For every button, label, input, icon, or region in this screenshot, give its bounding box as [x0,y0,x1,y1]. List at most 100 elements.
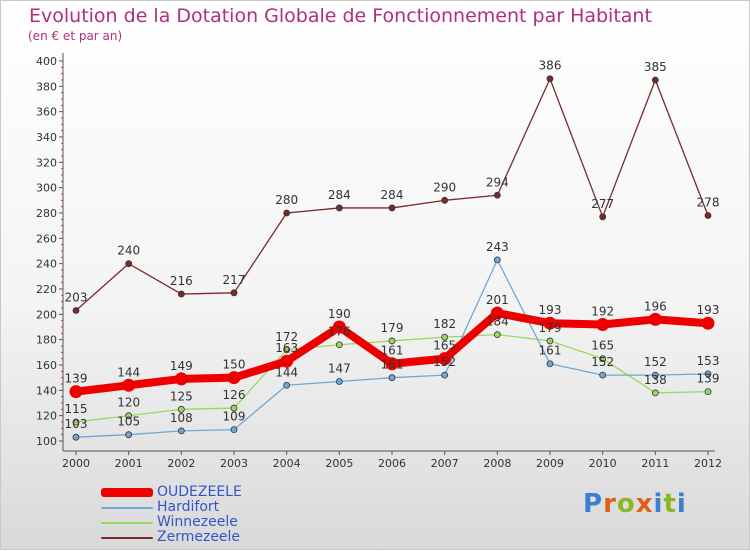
data-point-oudezeele [596,317,610,331]
data-point-oudezeele [701,316,715,330]
data-point-hardifort [72,433,80,441]
x-tick-label: 2002 [167,457,195,470]
y-tick-label: 320 [36,156,57,169]
data-label-oudezeele: 196 [644,299,667,313]
data-point-hardifort [704,370,712,378]
data-label-hardifort: 153 [697,354,720,368]
y-tick-label: 160 [36,359,57,372]
data-label-hardifort: 161 [539,344,562,358]
data-point-hardifort [125,431,133,439]
data-label-zermezeele: 216 [170,274,193,288]
y-tick-label: 100 [36,435,57,448]
x-tick-label: 2007 [431,457,459,470]
data-point-hardifort [493,256,501,264]
data-point-oudezeele [543,316,557,330]
data-label-winnezeele: 126 [223,388,246,402]
data-point-winnezeele [177,405,185,413]
data-label-zermezeele: 240 [117,244,140,258]
data-point-oudezeele [385,357,399,371]
chart-title: Evolution de la Dotation Globale de Fonc… [29,5,652,27]
x-tick-label: 2004 [273,457,301,470]
data-label-hardifort: 152 [644,355,667,369]
data-label-zermezeele: 385 [644,60,667,74]
data-label-hardifort: 152 [591,355,614,369]
x-tick-label: 2006 [378,457,406,470]
data-point-winnezeele [230,404,238,412]
y-tick-label: 120 [36,410,57,423]
data-label-zermezeele: 277 [591,197,614,211]
data-point-oudezeele [332,320,346,334]
data-label-winnezeele: 179 [539,321,562,335]
legend-swatch [101,488,153,497]
data-label-winnezeele: 176 [328,325,351,339]
data-label-zermezeele: 284 [328,188,351,202]
data-point-oudezeele [174,372,188,386]
data-label-oudezeele: 193 [539,303,562,317]
data-point-zermezeele [704,212,712,219]
data-label-oudezeele: 149 [170,359,193,373]
chart-subtitle: (en € et par an) [28,29,123,43]
y-tick-label: 360 [36,106,57,119]
data-label-oudezeele: 150 [223,358,246,372]
legend-swatch [101,537,153,539]
data-label-winnezeele: 115 [65,402,88,416]
x-tick-label: 2009 [536,457,564,470]
data-point-winnezeele [283,346,291,354]
legend-label: Zermezeele [157,529,241,545]
data-label-zermezeele: 203 [65,291,88,305]
data-point-winnezeele [599,355,607,363]
data-label-oudezeele: 193 [697,303,720,317]
data-label-winnezeele: 138 [644,373,667,387]
data-label-zermezeele: 280 [275,193,298,207]
data-label-oudezeele: 139 [65,372,88,386]
x-tick-label: 2012 [694,457,722,470]
data-label-winnezeele: 165 [591,339,614,353]
data-label-winnezeele: 184 [486,315,509,329]
data-label-hardifort: 161 [381,358,404,372]
data-point-hardifort [441,371,449,379]
data-label-oudezeele: 165 [433,339,456,353]
data-point-winnezeele [335,341,343,349]
data-label-zermezeele: 278 [697,196,720,210]
y-tick-label: 220 [36,283,57,296]
y-tick-label: 280 [36,207,57,220]
data-point-hardifort [546,360,554,368]
data-label-oudezeele: 190 [328,307,351,321]
data-point-zermezeele [599,213,607,221]
x-tick-label: 2011 [641,457,669,470]
y-tick-label: 380 [36,80,57,93]
data-label-hardifort: 144 [275,365,298,379]
x-tick-label: 2001 [115,457,143,470]
x-tick-label: 2000 [62,457,90,470]
data-point-hardifort [335,378,343,385]
data-point-oudezeele [69,385,83,399]
data-label-zermezeele: 386 [539,59,562,73]
data-label-oudezeele: 161 [381,344,404,358]
data-point-zermezeele [546,75,554,83]
y-tick-label: 240 [36,258,57,271]
data-label-hardifort: 147 [328,361,351,375]
y-tick-label: 180 [36,334,57,347]
y-tick-label: 260 [36,232,57,245]
y-tick-label: 400 [36,55,57,68]
data-point-oudezeele [122,378,136,392]
legend-swatch [101,507,153,509]
data-point-zermezeele [283,209,291,217]
legend-label: Winnezeele [157,514,238,530]
data-point-winnezeele [125,412,133,420]
data-label-winnezeele: 172 [275,330,298,344]
data-point-winnezeele [704,388,712,396]
data-label-zermezeele: 290 [433,180,456,194]
data-point-zermezeele [125,260,133,268]
data-label-winnezeele: 120 [117,396,140,410]
data-point-winnezeele [388,337,396,345]
data-label-winnezeele: 125 [170,389,193,403]
data-point-zermezeele [388,204,396,212]
data-point-zermezeele [177,290,185,298]
data-point-hardifort [388,374,396,382]
data-label-zermezeele: 294 [486,175,509,189]
data-point-oudezeele [490,306,504,320]
data-point-zermezeele [493,191,501,199]
